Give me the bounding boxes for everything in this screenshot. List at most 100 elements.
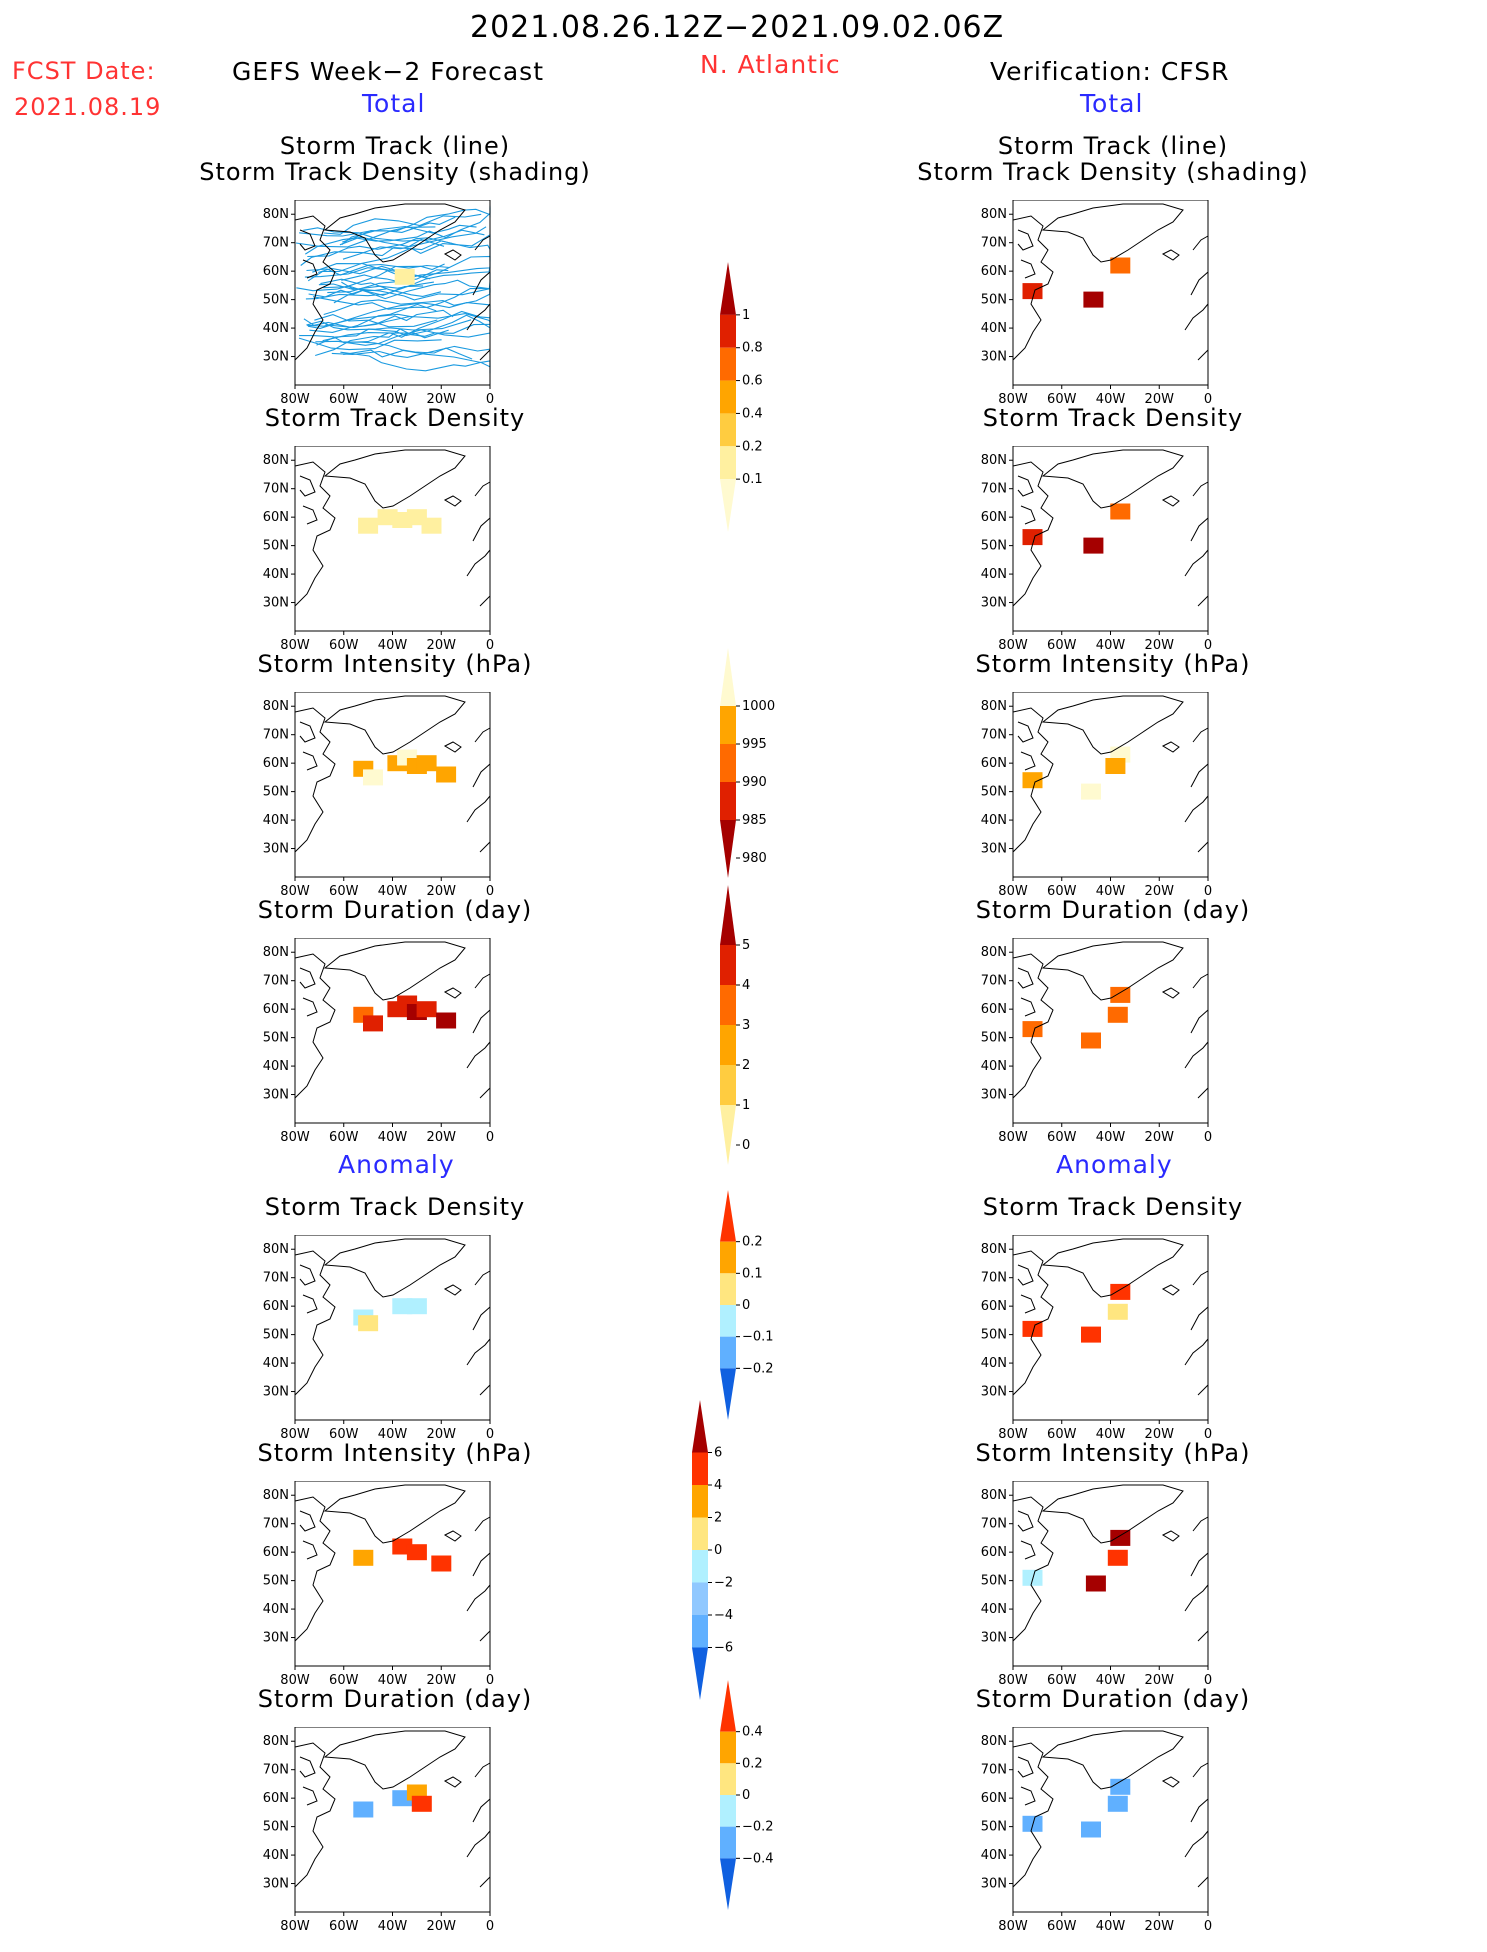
colorbar-swatch	[720, 380, 736, 414]
coastline	[1020, 259, 1036, 279]
colorbar-label: 985	[742, 813, 767, 828]
colorbar-swatch	[720, 782, 736, 820]
coastline	[479, 1384, 491, 1396]
colorbar-swatch	[720, 1336, 736, 1369]
lon-tick-label: 60W	[1047, 1919, 1077, 1934]
lon-tick-label: 0	[1204, 1673, 1212, 1688]
coastline	[474, 1516, 491, 1532]
colorbar-label: 2	[714, 1511, 722, 1526]
colorbar-label: 0.2	[742, 1235, 763, 1250]
colorbar-label: −0.1	[742, 1330, 774, 1345]
lat-tick-label: 70N	[263, 1271, 289, 1286]
coastline	[323, 1238, 466, 1298]
lat-tick-label: 50N	[981, 1574, 1007, 1589]
coastline	[472, 763, 491, 788]
colorbar-swatch	[720, 706, 736, 744]
lon-tick-label: 80W	[280, 884, 310, 899]
data-cell	[1022, 1021, 1043, 1038]
coastline	[1190, 1306, 1209, 1331]
map-panel-gefs-anom-duration: 80N 70N 60N 50N 40N 30N 80W 60W 40W 20W 0	[263, 1727, 494, 1934]
data-cell	[411, 1795, 432, 1812]
storm-track-line	[342, 216, 456, 243]
colorbar-label: 0.1	[742, 1266, 763, 1281]
lon-tick-label: 40W	[378, 1673, 408, 1688]
lat-tick-label: 40N	[263, 1356, 289, 1371]
colorbar-swatch	[720, 820, 736, 878]
coastline	[299, 721, 316, 743]
lat-tick-label: 40N	[981, 1059, 1007, 1074]
lat-tick-label: 60N	[263, 1545, 289, 1560]
panel-title-anom-duration: Storm Duration (day)	[257, 1685, 533, 1713]
coastline	[443, 741, 462, 753]
colorbar-label: −4	[714, 1608, 733, 1623]
lat-tick-label: 30N	[263, 350, 289, 365]
lon-tick-label: 0	[1204, 1427, 1212, 1442]
colorbar-label: 4	[742, 978, 750, 993]
coastline	[1020, 751, 1036, 771]
coastline	[1192, 1762, 1209, 1778]
colorbar-label: −0.2	[742, 1820, 774, 1835]
coastline	[1041, 941, 1184, 1001]
lat-tick-label: 50N	[263, 785, 289, 800]
coastline	[479, 841, 491, 853]
colorbar-anom_intensity: 6 4 2 0 −2 −4 −6	[692, 1400, 733, 1700]
lon-tick-label: 40W	[378, 884, 408, 899]
map-panel-gefs-duration: 80N 70N 60N 50N 40N 30N 80W 60W 40W 20W 0	[263, 938, 494, 1145]
lat-tick-label: 30N	[981, 350, 1007, 365]
map-panel-cfsr-track-density: 80N 70N 60N 50N 40N 30N 80W 60W 40W 20W 0	[981, 446, 1212, 653]
coastline	[1197, 1630, 1209, 1642]
coastline	[1161, 1284, 1180, 1296]
colorbar-swatch	[720, 479, 736, 532]
coastline	[1012, 1250, 1054, 1396]
storm-track-line	[331, 345, 491, 358]
lat-tick-label: 30N	[263, 1877, 289, 1892]
lat-tick-label: 30N	[263, 1385, 289, 1400]
lat-tick-label: 80N	[263, 699, 289, 714]
lat-tick-label: 30N	[263, 842, 289, 857]
data-cell	[1107, 1006, 1128, 1023]
coastline	[1017, 1264, 1034, 1286]
coastline	[1197, 595, 1209, 607]
coastline	[1190, 517, 1209, 542]
right-column-title: Verification: CFSR	[990, 57, 1230, 86]
lat-tick-label: 50N	[263, 1574, 289, 1589]
coastline	[474, 235, 491, 251]
lat-tick-label: 80N	[263, 207, 289, 222]
lat-tick-label: 30N	[263, 1631, 289, 1646]
data-cell	[1081, 783, 1101, 800]
lat-tick-label: 70N	[263, 1763, 289, 1778]
lon-tick-label: 80W	[998, 638, 1028, 653]
lat-tick-label: 70N	[263, 236, 289, 251]
storm-track-line	[295, 226, 436, 248]
lon-tick-label: 0	[486, 1673, 494, 1688]
lat-tick-label: 80N	[263, 453, 289, 468]
coastline	[1192, 973, 1209, 989]
lon-tick-label: 0	[486, 392, 494, 407]
colorbar-density: 1 0.8 0.6 0.4 0.2 0.1	[720, 262, 763, 532]
fcst-label: FCST Date:	[12, 57, 156, 85]
lat-tick-label: 80N	[263, 1488, 289, 1503]
colorbar-swatch	[692, 1582, 708, 1615]
lat-tick-label: 60N	[981, 1299, 1007, 1314]
colorbar-label: 0.2	[742, 1756, 763, 1771]
lat-tick-label: 30N	[263, 1088, 289, 1103]
lat-tick-label: 80N	[263, 945, 289, 960]
data-cell	[394, 268, 415, 285]
lat-tick-label: 30N	[981, 1088, 1007, 1103]
coastline	[1190, 763, 1209, 788]
lat-tick-label: 80N	[263, 1734, 289, 1749]
lon-tick-label: 80W	[998, 1673, 1028, 1688]
storm-track-line	[298, 337, 442, 351]
data-cell	[1107, 1549, 1128, 1566]
coastline	[472, 1306, 491, 1331]
map-panel-cfsr-duration: 80N 70N 60N 50N 40N 30N 80W 60W 40W 20W 0	[981, 938, 1212, 1145]
colorbar-label: 990	[742, 775, 767, 790]
lat-tick-label: 80N	[981, 1242, 1007, 1257]
data-cell	[1110, 1529, 1131, 1546]
lon-tick-label: 80W	[280, 1427, 310, 1442]
lon-tick-label: 40W	[1096, 1673, 1126, 1688]
panel-title-anom-duration-right: Storm Duration (day)	[975, 1685, 1251, 1713]
right-anomaly-label: Anomaly	[1056, 1150, 1173, 1179]
colorbar-swatch	[692, 1400, 708, 1453]
coastline	[1041, 1484, 1184, 1544]
